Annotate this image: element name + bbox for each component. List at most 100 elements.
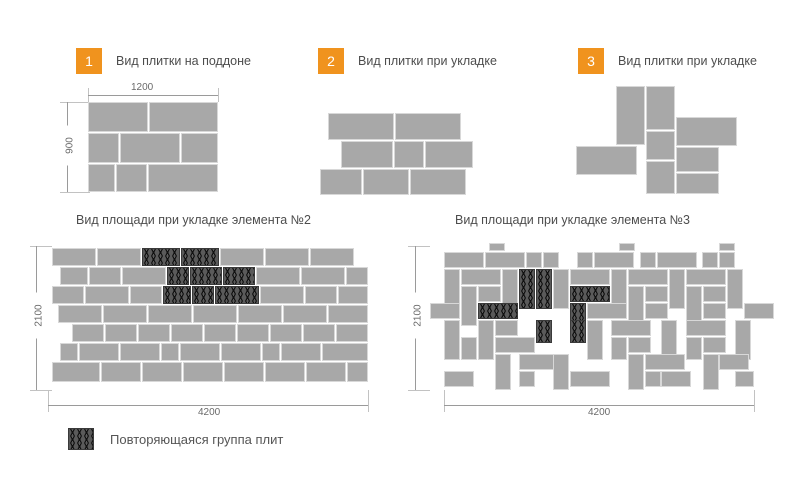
tile xyxy=(395,113,461,140)
panel-title-1: Вид плитки на поддоне xyxy=(116,54,251,68)
tile xyxy=(735,371,754,387)
tile xyxy=(148,305,192,323)
section-title-right: Вид площади при укладке элемента №3 xyxy=(455,213,691,227)
area-right-ext-bottom xyxy=(408,390,430,391)
panel-badge-2: 2 xyxy=(318,48,344,74)
tile xyxy=(594,252,634,268)
tile xyxy=(183,362,223,382)
tile xyxy=(130,286,162,304)
tile xyxy=(116,164,147,192)
panel-title-3: Вид плитки при укладке xyxy=(618,54,757,68)
tile xyxy=(727,269,743,309)
tile xyxy=(237,324,269,342)
tile xyxy=(645,303,668,319)
tile xyxy=(444,252,484,268)
tile-repeating xyxy=(478,303,518,319)
tile xyxy=(570,269,610,285)
area-left-width-dim-line xyxy=(48,405,368,406)
tile-repeating xyxy=(570,320,586,343)
tile xyxy=(461,337,477,360)
panel-header-1: 1 Вид плитки на поддоне xyxy=(76,48,251,74)
tile xyxy=(485,252,525,268)
tile-repeating xyxy=(192,286,214,304)
tile xyxy=(619,243,635,251)
area-left-width-label: 4200 xyxy=(195,407,224,418)
tile xyxy=(262,343,280,361)
tile-repeating xyxy=(181,248,219,266)
tile xyxy=(120,343,160,361)
area-left-height-label: 2100 xyxy=(33,292,45,339)
tile xyxy=(221,343,261,361)
pallet-height-label: 900 xyxy=(64,125,76,166)
tile xyxy=(461,269,501,285)
panel-badge-1: 1 xyxy=(76,48,102,74)
tile xyxy=(616,86,645,145)
tile xyxy=(142,362,182,382)
tile-repeating xyxy=(163,286,191,304)
area-left-ext-top xyxy=(30,246,52,247)
tile xyxy=(645,371,661,387)
tile xyxy=(105,324,137,342)
tile xyxy=(444,320,460,360)
legend: Повторяющаяся группа плит xyxy=(68,428,283,450)
tile xyxy=(101,362,141,382)
tile xyxy=(305,286,337,304)
tile xyxy=(310,248,354,266)
tile xyxy=(640,252,656,268)
tile xyxy=(79,343,119,361)
legend-label: Повторяющаяся группа плит xyxy=(110,431,284,447)
tile xyxy=(478,320,494,360)
tile xyxy=(526,252,542,268)
tile xyxy=(703,337,726,353)
tile xyxy=(103,305,147,323)
tile xyxy=(88,164,115,192)
tile xyxy=(543,252,559,268)
tile xyxy=(149,102,218,132)
tile xyxy=(306,362,346,382)
tile xyxy=(611,320,651,336)
tile xyxy=(676,173,719,194)
tile xyxy=(363,169,409,195)
tile-repeating xyxy=(215,286,259,304)
tile xyxy=(52,286,84,304)
tile xyxy=(587,320,603,360)
area-right-width-label: 4200 xyxy=(585,407,614,418)
tile xyxy=(430,303,460,319)
tile xyxy=(328,305,368,323)
tile xyxy=(171,324,203,342)
tile xyxy=(394,141,424,168)
tile xyxy=(661,371,691,387)
tile xyxy=(181,133,218,163)
panel-header-3: 3 Вид плитки при укладке xyxy=(578,48,757,74)
pallet-ext-bottom xyxy=(60,192,90,193)
pallet-ext-top xyxy=(60,102,90,103)
tile xyxy=(628,354,644,390)
tile xyxy=(628,337,651,353)
tile-repeating xyxy=(142,248,180,266)
area-right-width-dim-line xyxy=(444,405,754,406)
tile xyxy=(122,267,166,285)
tile-repeating xyxy=(570,303,586,326)
tile xyxy=(553,354,569,390)
tile-repeating xyxy=(167,267,189,285)
tile xyxy=(577,252,593,268)
tile xyxy=(646,161,675,194)
tile xyxy=(686,337,702,360)
tile xyxy=(347,362,368,382)
tile xyxy=(719,243,735,251)
tile xyxy=(686,320,726,336)
tile-repeating xyxy=(519,269,535,309)
tile xyxy=(328,113,394,140)
tile-repeating xyxy=(570,286,610,302)
pallet-width-dim-line xyxy=(88,95,218,96)
tile xyxy=(425,141,473,168)
tile xyxy=(570,371,610,387)
tile xyxy=(270,324,302,342)
tile xyxy=(260,286,304,304)
tile xyxy=(645,354,685,370)
tile xyxy=(587,303,627,319)
tile xyxy=(161,343,179,361)
area-left-ext-bottom xyxy=(30,390,52,391)
panel-header-2: 2 Вид плитки при укладке xyxy=(318,48,497,74)
tile xyxy=(265,248,309,266)
